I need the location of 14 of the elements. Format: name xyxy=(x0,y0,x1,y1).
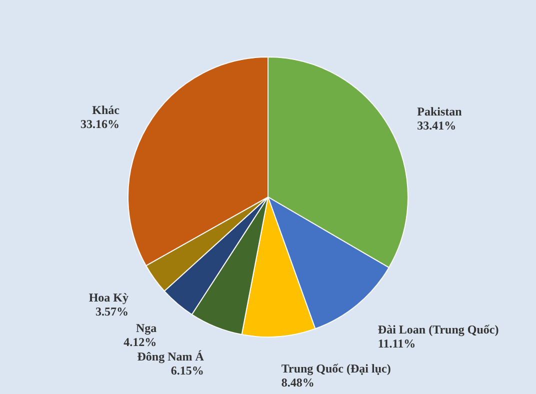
slice-label: Nga xyxy=(136,321,157,336)
data-label: 33.16% xyxy=(80,117,120,132)
slice-label: Trung Quốc (Đại lục) xyxy=(281,361,391,376)
slice-label: Khác xyxy=(92,103,120,118)
data-label: 6.15% xyxy=(170,364,204,378)
slice-label: Pakistan xyxy=(417,104,462,118)
data-label: 4.12% xyxy=(124,335,157,350)
slice-label: Đài Loan (Trung Quốc) xyxy=(378,322,499,336)
data-label: 11.11% xyxy=(378,336,416,350)
data-label: 8.48% xyxy=(281,375,314,390)
data-label: 3.57% xyxy=(96,304,128,319)
slice-label: Đông Nam Á xyxy=(137,350,204,364)
data-label: 33.41% xyxy=(417,118,456,132)
slice-label: Hoa Kỳ xyxy=(88,290,128,305)
